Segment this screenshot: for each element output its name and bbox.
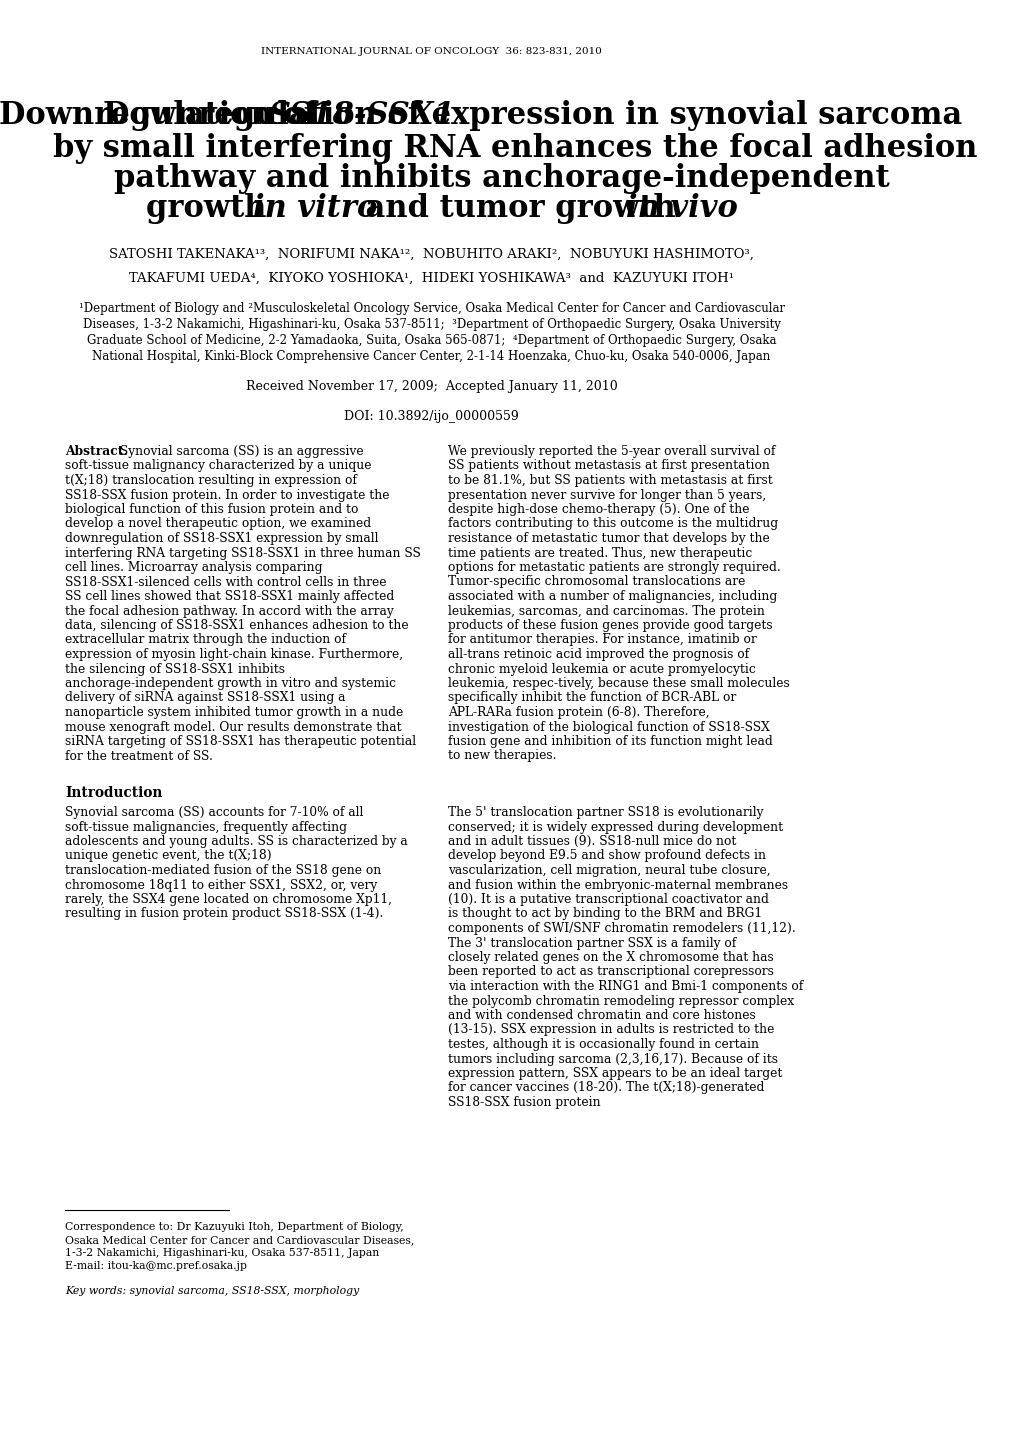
Text: develop a novel therapeutic option, we examined: develop a novel therapeutic option, we e… xyxy=(65,517,371,530)
Text: Correspondence to: Dr Kazuyuki Itoh, Department of Biology,: Correspondence to: Dr Kazuyuki Itoh, Dep… xyxy=(65,1222,404,1232)
Text: by small interfering RNA enhances the focal adhesion: by small interfering RNA enhances the fo… xyxy=(53,133,977,164)
Text: soft-tissue malignancy characterized by a unique: soft-tissue malignancy characterized by … xyxy=(65,460,371,473)
Text: closely related genes on the X chromosome that has: closely related genes on the X chromosom… xyxy=(447,951,773,964)
Text: nanoparticle system inhibited tumor growth in a nude: nanoparticle system inhibited tumor grow… xyxy=(65,706,403,719)
Text: testes, although it is occasionally found in certain: testes, although it is occasionally foun… xyxy=(447,1038,758,1050)
Text: We previously reported the 5-year overall survival of: We previously reported the 5-year overal… xyxy=(447,445,774,458)
Text: is thought to act by binding to the BRM and BRG1: is thought to act by binding to the BRM … xyxy=(447,908,761,921)
Text: ¹Department of Biology and ²Musculoskeletal Oncology Service, Osaka Medical Cent: ¹Department of Biology and ²Musculoskele… xyxy=(78,303,784,316)
Text: cell lines. Microarray analysis comparing: cell lines. Microarray analysis comparin… xyxy=(65,561,322,574)
Text: for antitumor therapies. For instance, imatinib or: for antitumor therapies. For instance, i… xyxy=(447,634,756,647)
Text: INTERNATIONAL JOURNAL OF ONCOLOGY  36: 823-831, 2010: INTERNATIONAL JOURNAL OF ONCOLOGY 36: 82… xyxy=(261,48,601,56)
Text: presentation never survive for longer than 5 years,: presentation never survive for longer th… xyxy=(447,488,765,501)
Text: biological function of this fusion protein and to: biological function of this fusion prote… xyxy=(65,503,358,516)
Text: Synovial sarcoma (SS) accounts for 7-10% of all: Synovial sarcoma (SS) accounts for 7-10%… xyxy=(65,806,363,818)
Text: to new therapies.: to new therapies. xyxy=(447,749,556,762)
Text: SS18-SSX fusion protein: SS18-SSX fusion protein xyxy=(447,1097,600,1110)
Text: vascularization, cell migration, neural tube closure,: vascularization, cell migration, neural … xyxy=(447,865,769,878)
Text: 1-3-2 Nakamichi, Higashinari-ku, Osaka 537-8511, Japan: 1-3-2 Nakamichi, Higashinari-ku, Osaka 5… xyxy=(65,1248,379,1258)
Text: expression in synovial sarcoma: expression in synovial sarcoma xyxy=(421,99,961,131)
Text: delivery of siRNA against SS18-SSX1 using a: delivery of siRNA against SS18-SSX1 usin… xyxy=(65,692,345,705)
Text: data, silencing of SS18-SSX1 enhances adhesion to the: data, silencing of SS18-SSX1 enhances ad… xyxy=(65,620,409,633)
Text: despite high-dose chemo-therapy (5). One of the: despite high-dose chemo-therapy (5). One… xyxy=(447,503,749,516)
Text: in vitro: in vitro xyxy=(253,193,377,223)
Text: Key words: synovial sarcoma, SS18-SSX, morphology: Key words: synovial sarcoma, SS18-SSX, m… xyxy=(65,1285,359,1295)
Text: anchorage-independent growth in vitro and systemic: anchorage-independent growth in vitro an… xyxy=(65,677,395,690)
Text: chronic myeloid leukemia or acute promyelocytic: chronic myeloid leukemia or acute promye… xyxy=(447,663,755,676)
Text: DOI: 10.3892/ijo_00000559: DOI: 10.3892/ijo_00000559 xyxy=(343,411,519,424)
Text: translocation-mediated fusion of the SS18 gene on: translocation-mediated fusion of the SS1… xyxy=(65,865,381,878)
Text: chromosome 18q11 to either SSX1, SSX2, or, very: chromosome 18q11 to either SSX1, SSX2, o… xyxy=(65,879,377,892)
Text: rarely, the SSX4 gene located on chromosome Xp11,: rarely, the SSX4 gene located on chromos… xyxy=(65,893,391,906)
Text: the polycomb chromatin remodeling repressor complex: the polycomb chromatin remodeling repres… xyxy=(447,994,794,1007)
Text: Received November 17, 2009;  Accepted January 11, 2010: Received November 17, 2009; Accepted Jan… xyxy=(246,380,616,393)
Text: components of SWI/SNF chromatin remodelers (11,12).: components of SWI/SNF chromatin remodele… xyxy=(447,922,795,935)
Text: National Hospital, Kinki-Block Comprehensive Cancer Center, 2-1-14 Hoenzaka, Chu: National Hospital, Kinki-Block Comprehen… xyxy=(93,350,770,363)
Text: mouse xenograft model. Our results demonstrate that: mouse xenograft model. Our results demon… xyxy=(65,720,401,733)
Text: SS18-SSX fusion protein. In order to investigate the: SS18-SSX fusion protein. In order to inv… xyxy=(65,488,389,501)
Text: (10). It is a putative transcriptional coactivator and: (10). It is a putative transcriptional c… xyxy=(447,893,768,906)
Text: fusion gene and inhibition of its function might lead: fusion gene and inhibition of its functi… xyxy=(447,735,772,748)
Text: APL-RARa fusion protein (6-8). Therefore,: APL-RARa fusion protein (6-8). Therefore… xyxy=(447,706,709,719)
Text: Osaka Medical Center for Cancer and Cardiovascular Diseases,: Osaka Medical Center for Cancer and Card… xyxy=(65,1235,414,1245)
Text: conserved; it is widely expressed during development: conserved; it is widely expressed during… xyxy=(447,820,783,833)
Text: SS18-SSX1-silenced cells with control cells in three: SS18-SSX1-silenced cells with control ce… xyxy=(65,575,386,588)
Text: for cancer vaccines (18-20). The t(X;18)-generated: for cancer vaccines (18-20). The t(X;18)… xyxy=(447,1082,763,1095)
Text: SS cell lines showed that SS18-SSX1 mainly affected: SS cell lines showed that SS18-SSX1 main… xyxy=(65,589,393,602)
Text: to be 81.1%, but SS patients with metastasis at first: to be 81.1%, but SS patients with metast… xyxy=(447,474,772,487)
Text: The 5' translocation partner SS18 is evolutionarily: The 5' translocation partner SS18 is evo… xyxy=(447,806,762,818)
Text: leukemia, respec-tively, because these small molecules: leukemia, respec-tively, because these s… xyxy=(447,677,789,690)
Text: been reported to act as transcriptional corepressors: been reported to act as transcriptional … xyxy=(447,965,773,978)
Text: soft-tissue malignancies, frequently affecting: soft-tissue malignancies, frequently aff… xyxy=(65,820,346,833)
Text: via interaction with the RING1 and Bmi-1 components of: via interaction with the RING1 and Bmi-1… xyxy=(447,980,802,993)
Text: expression of myosin light-chain kinase. Furthermore,: expression of myosin light-chain kinase.… xyxy=(65,648,403,661)
Text: SS18-SSX1: SS18-SSX1 xyxy=(268,99,454,131)
Text: Graduate School of Medicine, 2-2 Yamadaoka, Suita, Osaka 565-0871;  ⁴Department : Graduate School of Medicine, 2-2 Yamadao… xyxy=(87,334,775,347)
Text: tumors including sarcoma (2,3,16,17). Because of its: tumors including sarcoma (2,3,16,17). Be… xyxy=(447,1052,777,1065)
Text: leukemias, sarcomas, and carcinomas. The protein: leukemias, sarcomas, and carcinomas. The… xyxy=(447,605,764,618)
Text: Diseases, 1-3-2 Nakamichi, Higashinari-ku, Osaka 537-8511;  ³Department of Ortho: Diseases, 1-3-2 Nakamichi, Higashinari-k… xyxy=(83,318,780,331)
Text: Tumor-specific chromosomal translocations are: Tumor-specific chromosomal translocation… xyxy=(447,575,745,588)
Text: the silencing of SS18-SSX1 inhibits: the silencing of SS18-SSX1 inhibits xyxy=(65,663,284,676)
Text: for the treatment of SS.: for the treatment of SS. xyxy=(65,749,213,762)
Text: and with condensed chromatin and core histones: and with condensed chromatin and core hi… xyxy=(447,1009,755,1022)
Text: TAKAFUMI UEDA⁴,  KIYOKO YOSHIOKA¹,  HIDEKI YOSHIKAWA³  and  KAZUYUKI ITOH¹: TAKAFUMI UEDA⁴, KIYOKO YOSHIOKA¹, HIDEKI… xyxy=(129,272,734,285)
Text: specifically inhibit the function of BCR-ABL or: specifically inhibit the function of BCR… xyxy=(447,692,736,705)
Text: the focal adhesion pathway. In accord with the array: the focal adhesion pathway. In accord wi… xyxy=(65,605,393,618)
Text: pathway and inhibits anchorage-independent: pathway and inhibits anchorage-independe… xyxy=(114,163,889,195)
Text: Downregulation of: Downregulation of xyxy=(103,99,431,131)
Text: options for metastatic patients are strongly required.: options for metastatic patients are stro… xyxy=(447,561,780,574)
Text: Synovial sarcoma (SS) is an aggressive: Synovial sarcoma (SS) is an aggressive xyxy=(116,445,364,458)
Text: unique genetic event, the t(X;18): unique genetic event, the t(X;18) xyxy=(65,850,271,863)
Text: associated with a number of malignancies, including: associated with a number of malignancies… xyxy=(447,589,776,602)
Text: all-trans retinoic acid improved the prognosis of: all-trans retinoic acid improved the pro… xyxy=(447,648,748,661)
Text: E-mail: itou-ka@mc.pref.osaka.jp: E-mail: itou-ka@mc.pref.osaka.jp xyxy=(65,1261,247,1271)
Text: in vivo: in vivo xyxy=(626,193,737,223)
Text: and in adult tissues (9). SS18-null mice do not: and in adult tissues (9). SS18-null mice… xyxy=(447,834,736,847)
Text: resulting in fusion protein product SS18-SSX (1-4).: resulting in fusion protein product SS18… xyxy=(65,908,383,921)
Text: t(X;18) translocation resulting in expression of: t(X;18) translocation resulting in expre… xyxy=(65,474,357,487)
Text: Downregulation of: Downregulation of xyxy=(0,99,327,131)
Text: downregulation of SS18-SSX1 expression by small: downregulation of SS18-SSX1 expression b… xyxy=(65,532,378,545)
Text: expression pattern, SSX appears to be an ideal target: expression pattern, SSX appears to be an… xyxy=(447,1066,782,1079)
Text: factors contributing to this outcome is the multidrug: factors contributing to this outcome is … xyxy=(447,517,777,530)
Text: growth: growth xyxy=(146,193,276,223)
Text: extracellular matrix through the induction of: extracellular matrix through the inducti… xyxy=(65,634,345,647)
Text: The 3' translocation partner SSX is a family of: The 3' translocation partner SSX is a fa… xyxy=(447,937,736,950)
Text: SATOSHI TAKENAKA¹³,  NORIFUMI NAKA¹²,  NOBUHITO ARAKI²,  NOBUYUKI HASHIMOTO³,: SATOSHI TAKENAKA¹³, NORIFUMI NAKA¹², NOB… xyxy=(109,248,753,261)
Text: products of these fusion genes provide good targets: products of these fusion genes provide g… xyxy=(447,620,771,633)
Text: interfering RNA targeting SS18-SSX1 in three human SS: interfering RNA targeting SS18-SSX1 in t… xyxy=(65,546,421,559)
Text: resistance of metastatic tumor that develops by the: resistance of metastatic tumor that deve… xyxy=(447,532,769,545)
Text: and fusion within the embryonic-maternal membranes: and fusion within the embryonic-maternal… xyxy=(447,879,788,892)
Text: develop beyond E9.5 and show profound defects in: develop beyond E9.5 and show profound de… xyxy=(447,850,765,863)
Text: Abstract.: Abstract. xyxy=(65,445,127,458)
Text: and tumor growth: and tumor growth xyxy=(355,193,686,223)
Text: adolescents and young adults. SS is characterized by a: adolescents and young adults. SS is char… xyxy=(65,834,408,847)
Text: investigation of the biological function of SS18-SSX: investigation of the biological function… xyxy=(447,720,769,733)
Text: Introduction: Introduction xyxy=(65,785,162,800)
Text: SS patients without metastasis at first presentation: SS patients without metastasis at first … xyxy=(447,460,769,473)
Text: (13-15). SSX expression in adults is restricted to the: (13-15). SSX expression in adults is res… xyxy=(447,1023,773,1036)
Text: siRNA targeting of SS18-SSX1 has therapeutic potential: siRNA targeting of SS18-SSX1 has therape… xyxy=(65,735,416,748)
Text: time patients are treated. Thus, new therapeutic: time patients are treated. Thus, new the… xyxy=(447,546,751,559)
